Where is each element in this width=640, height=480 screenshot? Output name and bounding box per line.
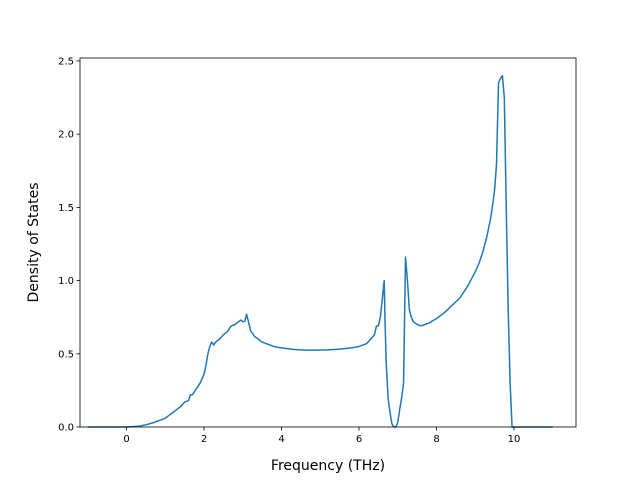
x-tick-label: 10: [508, 434, 521, 445]
x-tick-label: 4: [278, 434, 284, 445]
dos-series-line: [87, 74, 553, 428]
plot-area: [87, 74, 553, 428]
y-axis-label: Density of States: [26, 183, 42, 303]
x-axis-ticks: 0 2 4 6 8 10: [123, 427, 520, 445]
x-tick-label: 0: [123, 434, 129, 445]
x-axis-label: Frequency (THz): [271, 458, 385, 474]
x-tick-label: 2: [201, 434, 207, 445]
y-tick-label: 1.5: [58, 203, 74, 214]
y-axis-ticks: 0.0 0.5 1.0 1.5 2.0 2.5: [58, 56, 80, 434]
y-tick-label: 0.0: [58, 423, 74, 434]
y-tick-label: 2.0: [58, 130, 74, 141]
axes-frame: [79, 57, 577, 428]
y-tick-label: 2.5: [58, 56, 74, 67]
x-tick-label: 6: [356, 434, 362, 445]
y-tick-label: 0.5: [58, 349, 74, 360]
x-tick-label: 8: [433, 434, 439, 445]
y-tick-label: 1.0: [58, 276, 74, 287]
